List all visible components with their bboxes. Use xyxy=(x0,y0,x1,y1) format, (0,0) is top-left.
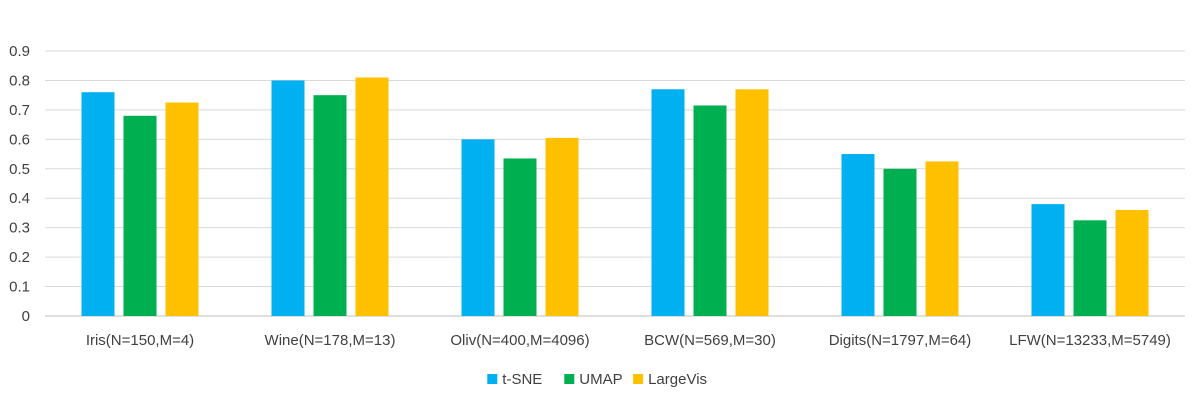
bar-largevis xyxy=(1115,210,1149,316)
y-axis-tick-labels: 0 0.1 0.2 0.3 0.4 0.5 0.6 0.7 0.8 0.9 xyxy=(9,43,30,325)
legend-swatch xyxy=(487,374,498,384)
bar-largevis xyxy=(925,161,959,316)
y-tick-label: 0.5 xyxy=(9,161,30,178)
bars xyxy=(81,77,1149,317)
y-tick-label: 0.7 xyxy=(9,102,30,119)
gridlines xyxy=(45,50,1185,317)
bar-umap xyxy=(1073,220,1107,316)
bar-umap xyxy=(693,105,727,316)
bar-t-sne xyxy=(271,80,305,316)
bar-umap xyxy=(123,115,157,317)
legend-swatch xyxy=(564,374,575,384)
bar-umap xyxy=(883,168,917,316)
bar-largevis xyxy=(165,102,199,317)
category-label: BCW(N=569,M=30) xyxy=(644,332,776,349)
legend-label: t-SNE xyxy=(502,371,542,388)
bar-t-sne xyxy=(841,154,875,316)
bar-t-sne xyxy=(1031,204,1065,316)
bar-umap xyxy=(503,158,537,316)
bar-largevis xyxy=(355,77,389,316)
category-label: Wine(N=178,M=13) xyxy=(265,332,396,349)
y-tick-label: 0.1 xyxy=(9,279,30,296)
category-label: Iris(N=150,M=4) xyxy=(86,332,194,349)
bar-largevis xyxy=(545,137,579,316)
y-tick-label: 0.2 xyxy=(9,249,30,266)
y-tick-label: 0.6 xyxy=(9,131,30,148)
bar-t-sne xyxy=(81,92,115,316)
category-label: Oliv(N=400,M=4096) xyxy=(450,332,589,349)
y-tick-label: 0.9 xyxy=(9,43,30,60)
legend-label: LargeVis xyxy=(648,371,707,388)
y-tick-label: 0.4 xyxy=(9,190,30,207)
legend-swatch xyxy=(633,374,644,384)
bar-largevis xyxy=(735,89,769,317)
bar-t-sne xyxy=(651,89,685,317)
bar-umap xyxy=(313,95,347,317)
bar-t-sne xyxy=(461,139,495,316)
y-tick-label: 0.3 xyxy=(9,220,30,237)
category-label: Digits(N=1797,M=64) xyxy=(829,332,972,349)
legend: t-SNE UMAP LargeVis xyxy=(487,371,707,388)
legend-label: UMAP xyxy=(579,371,622,388)
x-axis-category-labels: Iris(N=150,M=4) Wine(N=178,M=13) Oliv(N=40… xyxy=(86,332,1171,349)
y-tick-label: 0 xyxy=(22,308,30,325)
y-tick-label: 0.8 xyxy=(9,72,30,89)
category-label: LFW(N=13233,M=5749) xyxy=(1009,332,1171,349)
